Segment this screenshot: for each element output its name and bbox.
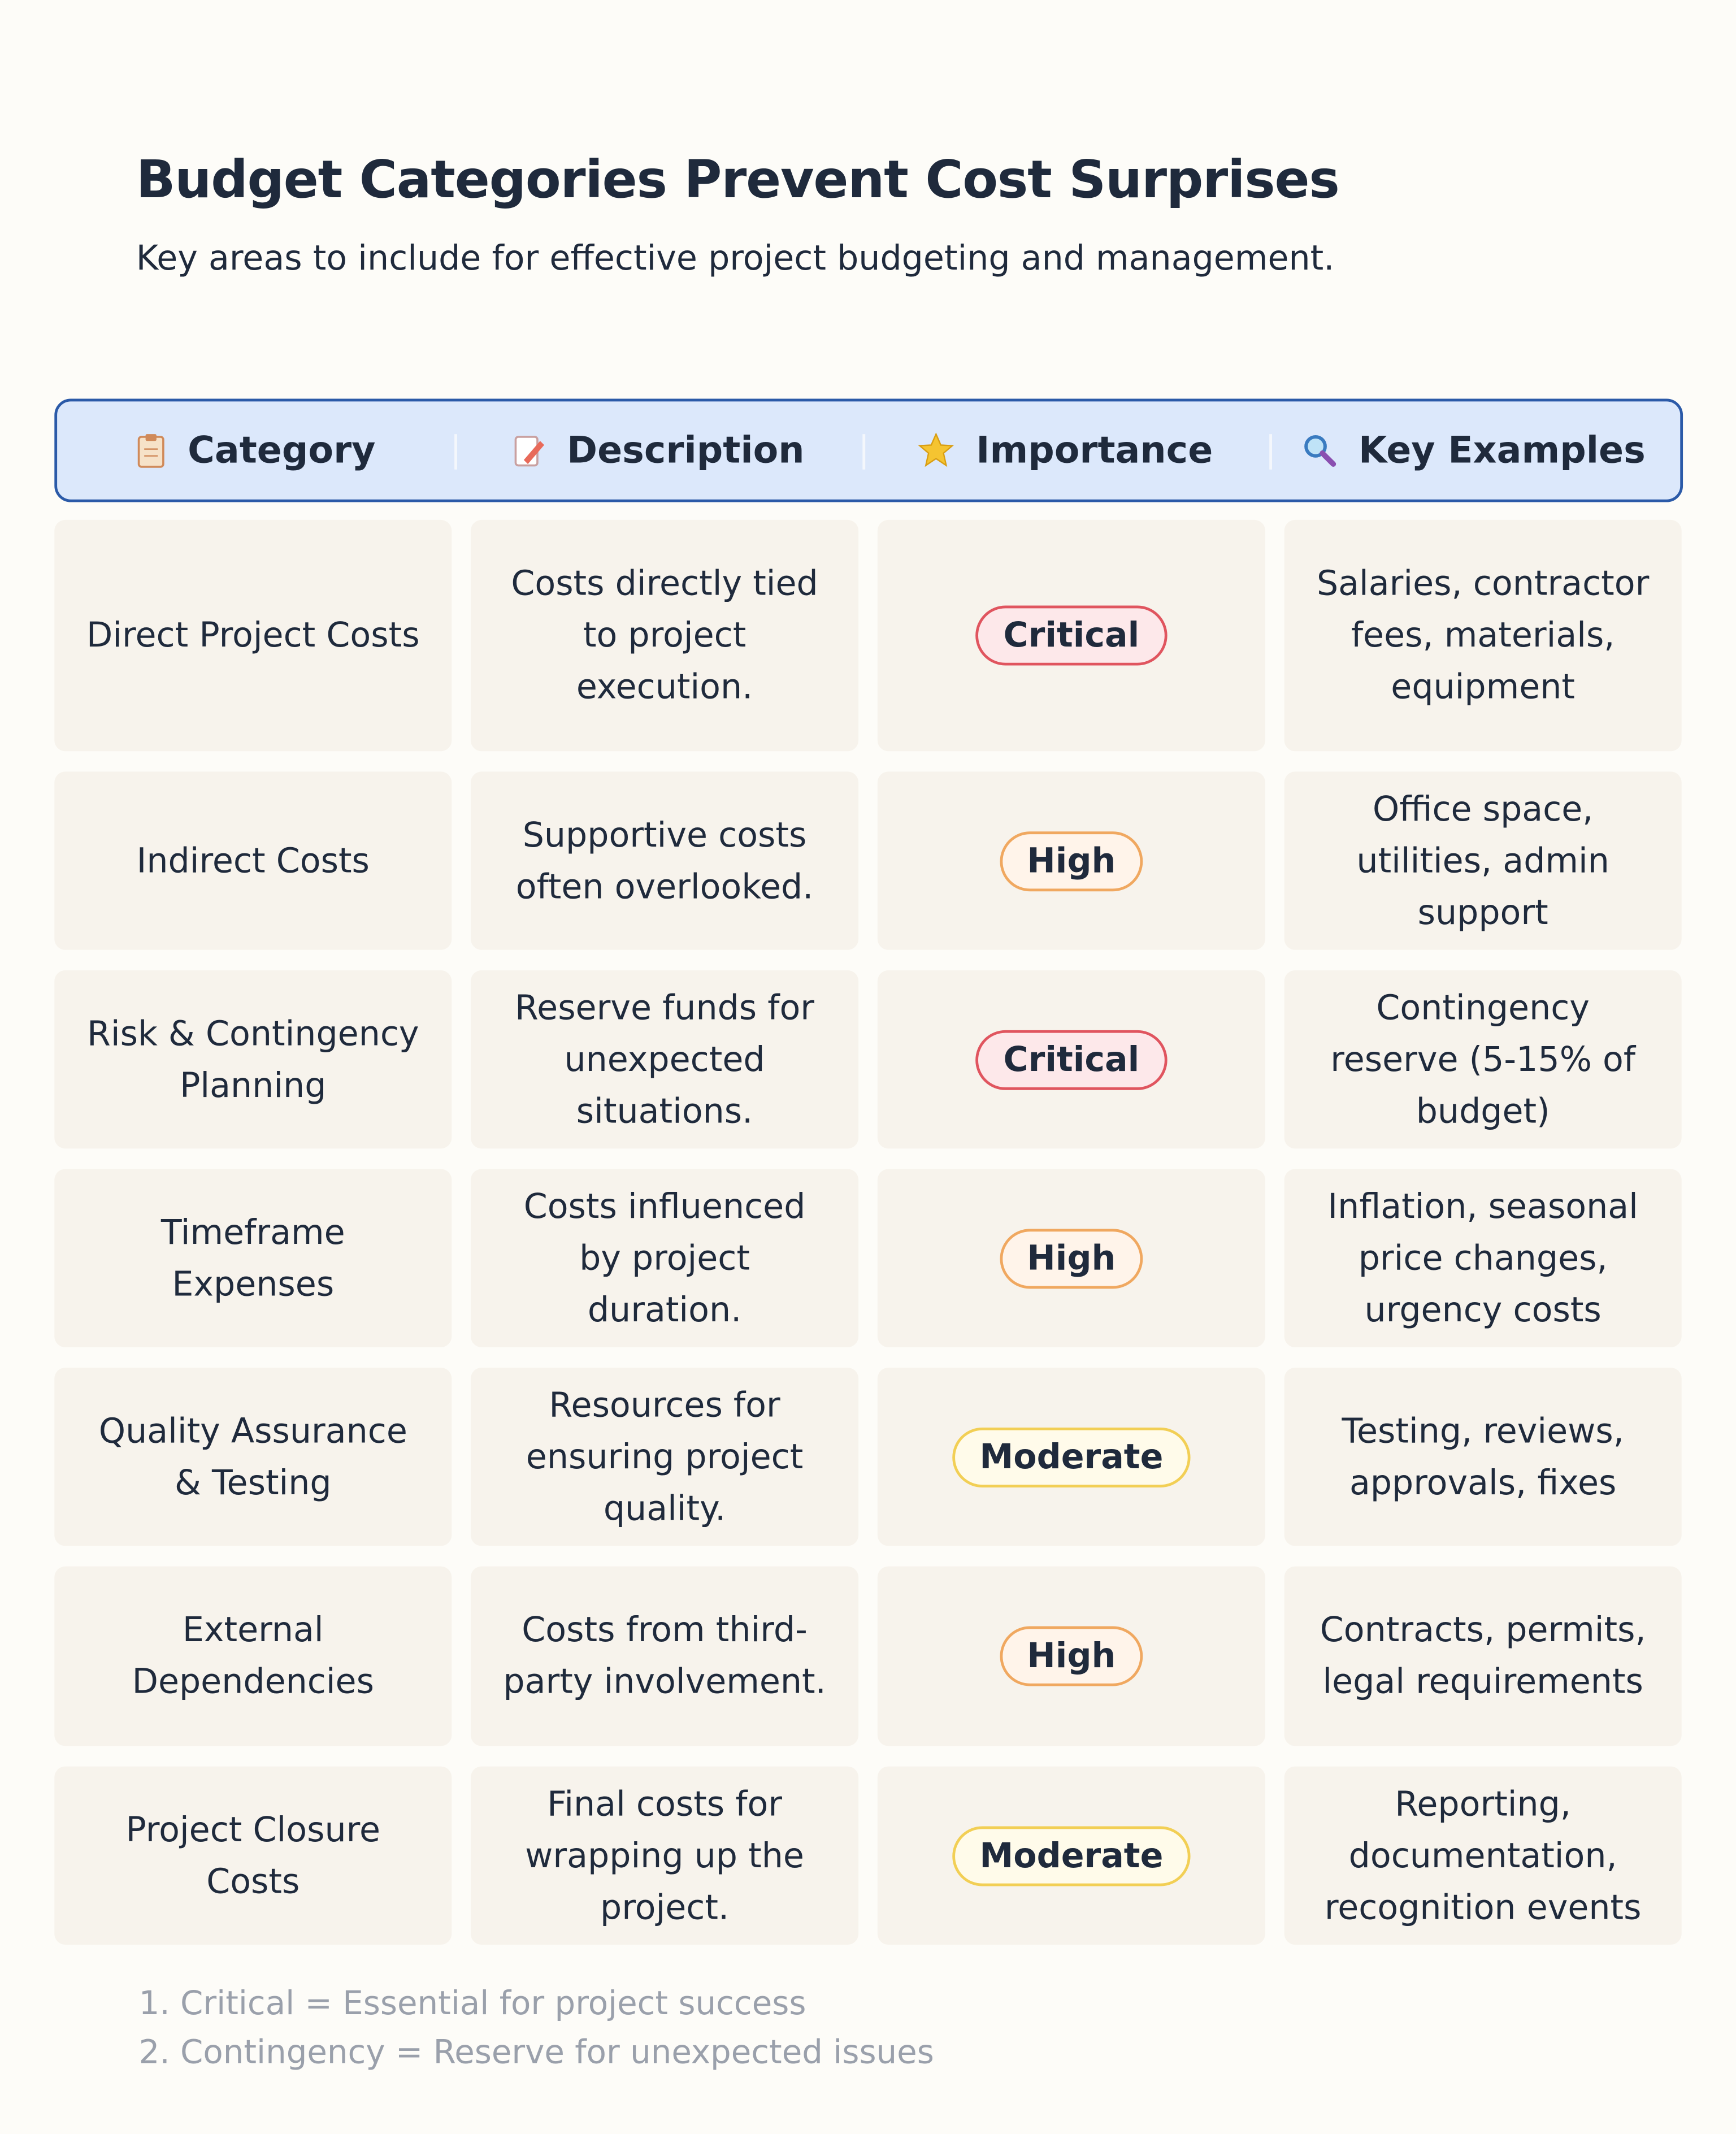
examples-cell: Inflation, seasonal price changes, urgen… xyxy=(1284,1169,1682,1347)
header-cell: Key Examples xyxy=(1269,401,1677,499)
header-label: Importance xyxy=(976,429,1213,472)
description-cell: Costs from third-party involvement. xyxy=(470,1566,859,1746)
table-body: Direct Project Costs Costs directly tied … xyxy=(54,519,1682,1945)
importance-badge: Moderate xyxy=(952,1426,1191,1487)
importance-cell: Moderate xyxy=(877,1368,1265,1546)
category-cell: Direct Project Costs xyxy=(54,519,452,752)
examples-cell: Salaries, contractor fees, materials, eq… xyxy=(1284,519,1682,752)
category-cell: Risk & Contingency Planning xyxy=(54,970,452,1149)
subtitle: Key areas to include for effective proje… xyxy=(136,238,1335,278)
icon xyxy=(137,434,164,468)
examples-cell: Testing, reviews, approvals, fixes xyxy=(1284,1368,1682,1546)
importance-cell: Critical xyxy=(877,970,1265,1149)
table-header: Category Description Importance Key Exam… xyxy=(54,398,1683,502)
importance-cell: High xyxy=(877,1169,1265,1347)
header-cell: Importance xyxy=(862,401,1269,499)
header-label: Description xyxy=(567,429,805,472)
importance-badge: High xyxy=(1000,1626,1143,1686)
icon xyxy=(919,432,954,467)
examples-cell: Contingency reserve (5-15% of budget) xyxy=(1284,970,1682,1149)
category-cell: Timeframe Expenses xyxy=(54,1169,452,1347)
importance-badge: High xyxy=(1000,1228,1143,1289)
importance-badge: High xyxy=(1000,831,1143,891)
importance-badge: Critical xyxy=(976,605,1167,666)
header-cell: Description xyxy=(454,401,862,499)
importance-cell: Critical xyxy=(877,519,1265,752)
footnote: 2. Contingency = Reserve for unexpected … xyxy=(138,2033,934,2071)
description-cell: Costs directly tied to project execution… xyxy=(470,519,859,752)
header-label: Category xyxy=(188,429,376,472)
title: Budget Categories Prevent Cost Surprises xyxy=(136,149,1340,210)
examples-cell: Contracts, permits, legal requirements xyxy=(1284,1566,1682,1746)
importance-cell: High xyxy=(877,1566,1265,1746)
description-cell: Costs influenced by project duration. xyxy=(470,1169,859,1347)
header-label: Key Examples xyxy=(1358,429,1646,472)
category-cell: Quality Assurance & Testing xyxy=(54,1368,452,1546)
description-cell: Resources for ensuring project quality. xyxy=(470,1368,859,1546)
importance-badge: Critical xyxy=(976,1029,1167,1090)
description-cell: Reserve funds for unexpected situations. xyxy=(470,970,859,1149)
icon xyxy=(1304,435,1336,467)
description-cell: Supportive costs often overlooked. xyxy=(470,771,859,950)
description-cell: Final costs for wrapping up the project. xyxy=(470,1766,859,1945)
category-cell: Indirect Costs xyxy=(54,771,452,950)
header-cell: Category xyxy=(57,401,454,499)
importance-cell: Moderate xyxy=(877,1766,1265,1945)
importance-badge: Moderate xyxy=(952,1825,1191,1886)
examples-cell: Office space, utilities, admin support xyxy=(1284,771,1682,950)
icon xyxy=(514,436,544,467)
category-cell: External Dependencies xyxy=(54,1566,452,1746)
category-cell: Project Closure Costs xyxy=(54,1766,452,1945)
importance-cell: High xyxy=(877,771,1265,950)
examples-cell: Reporting, documentation, recognition ev… xyxy=(1284,1766,1682,1945)
footnote: 1. Critical = Essential for project succ… xyxy=(138,1984,806,2023)
